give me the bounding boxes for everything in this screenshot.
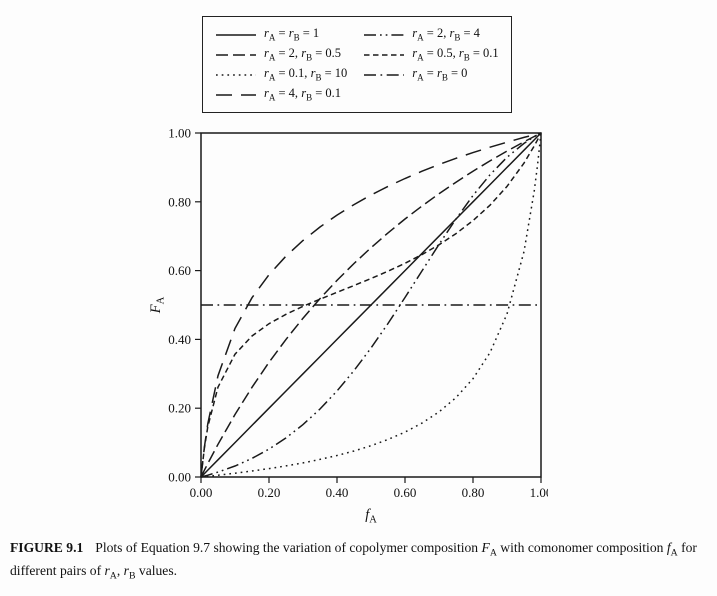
x-tick-label: 0.80 — [462, 485, 485, 500]
legend-item-label: rA = 4, rB = 0.1 — [264, 86, 342, 103]
x-axis-label: fA — [365, 507, 377, 526]
x-tick-label: 0.00 — [190, 485, 213, 500]
x-tick-label: 0.20 — [258, 485, 281, 500]
x-tick-label: 0.40 — [326, 485, 349, 500]
legend-item: rA = 4, rB = 0.1 — [215, 85, 347, 104]
legend-item: rA = 0.1, rB = 10 — [215, 65, 347, 84]
legend-line-sample-long-dash — [216, 53, 256, 56]
legend-item-label: rA = 2, rB = 0.5 — [264, 46, 342, 63]
chart-legend: rA = rB = 1 rA = 2, rB = 0.5 rA = 0.1, rB … — [202, 16, 512, 113]
legend-line-sample-dotted — [216, 73, 256, 76]
x-tick-label: 1.00 — [530, 485, 548, 500]
figure-caption: FIGURE 9.1 Plots of Equation 9.7 showing … — [10, 538, 710, 585]
x-tick-label: 0.60 — [394, 485, 417, 500]
legend-item-label: rA = rB = 1 — [264, 26, 320, 43]
copolymer-composition-plot: 0.00 0.20 0.40 0.60 0.80 1.00 0.00 0.20 0.40 0.60… — [148, 126, 552, 526]
curve-long-dash — [200, 132, 542, 478]
y-tick-label: 0.80 — [168, 194, 191, 209]
legend-item: rA = 2, rB = 4 — [363, 25, 498, 44]
legend-item: rA = rB = 0 — [363, 65, 498, 84]
legend-item-label: rA = rB = 0 — [412, 66, 468, 83]
curve-wide-dash — [200, 132, 542, 478]
legend-item: rA = 0.5, rB = 0.1 — [363, 45, 499, 64]
y-tick-label: 0.00 — [168, 470, 191, 485]
figure-caption-text: Plots of Equation 9.7 showing the variat… — [10, 540, 697, 583]
legend-line-sample-dash-dot-dot — [364, 33, 405, 36]
legend-line-sample-short-dash — [364, 53, 405, 56]
chart-container: 0.00 0.20 0.40 0.60 0.80 1.00 0.00 0.20 0.40 0.60… — [146, 112, 552, 531]
legend-item-label: rA = 2, rB = 4 — [412, 26, 480, 43]
y-tick-label: 0.40 — [168, 332, 191, 347]
y-axis-label: FA — [148, 296, 167, 314]
figure-caption-label: FIGURE 9.1 — [10, 540, 84, 555]
curve-short-dash — [200, 132, 542, 478]
legend-line-sample-solid — [216, 33, 256, 36]
legend-item-label: rA = 0.1, rB = 10 — [264, 66, 348, 83]
legend-item: rA = rB = 1 — [215, 25, 347, 44]
legend-line-sample-wide-dash — [216, 93, 256, 96]
curve-dotted — [200, 132, 542, 478]
y-tick-label: 1.00 — [168, 126, 191, 141]
curve-dash-dot-dot — [200, 132, 542, 478]
legend-line-sample-dash-dot — [364, 73, 405, 76]
y-tick-label: 0.60 — [168, 263, 191, 278]
legend-item-label: rA = 0.5, rB = 0.1 — [412, 46, 499, 63]
legend-item: rA = 2, rB = 0.5 — [215, 45, 347, 64]
y-tick-label: 0.20 — [168, 401, 191, 416]
